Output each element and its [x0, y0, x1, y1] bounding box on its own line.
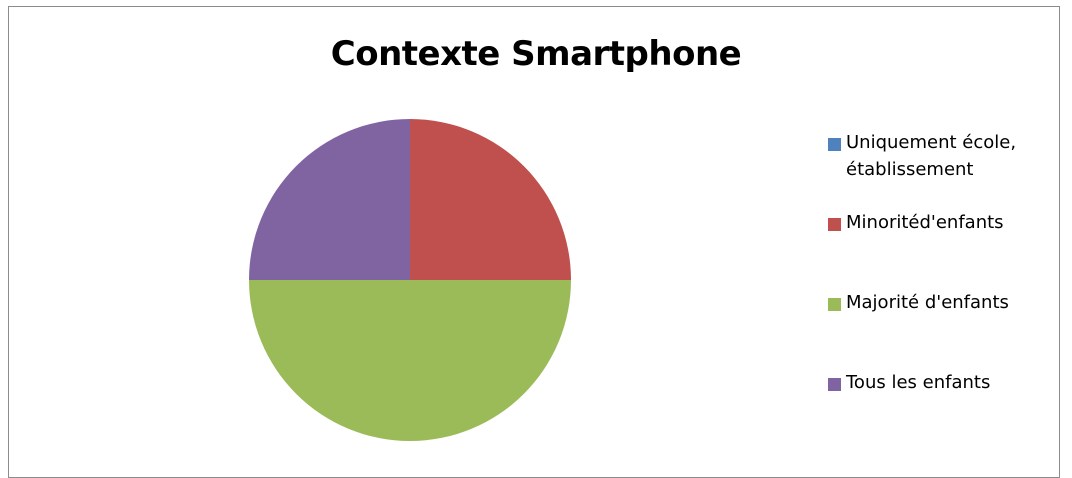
- pie-slice-minorited-enfants: [410, 119, 571, 280]
- pie-chart: [249, 119, 571, 441]
- pie-slice-tous-les-enfants: [249, 119, 410, 280]
- legend-item-uniquement-ecole-etablissement: Uniquement école, établissement: [828, 132, 1046, 183]
- legend-item-minorited-enfants: Minoritéd'enfants: [828, 212, 1051, 236]
- legend-swatch: [828, 378, 841, 391]
- legend-label: Tous les enfants: [846, 372, 991, 393]
- pie-slice-majorite-d-enfants: [249, 280, 571, 441]
- legend-item-majorite-d-enfants: Majorité d'enfants: [828, 292, 1051, 316]
- legend-label: Minoritéd'enfants: [846, 212, 1004, 233]
- legend-swatch: [828, 138, 841, 151]
- legend-item-tous-les-enfants: Tous les enfants: [828, 372, 1051, 396]
- legend-label: Majorité d'enfants: [846, 292, 1009, 313]
- chart-title: Contexte Smartphone: [330, 34, 742, 74]
- legend-label: Uniquement école, établissement: [846, 132, 1017, 180]
- legend-swatch: [828, 218, 841, 231]
- legend-swatch: [828, 298, 841, 311]
